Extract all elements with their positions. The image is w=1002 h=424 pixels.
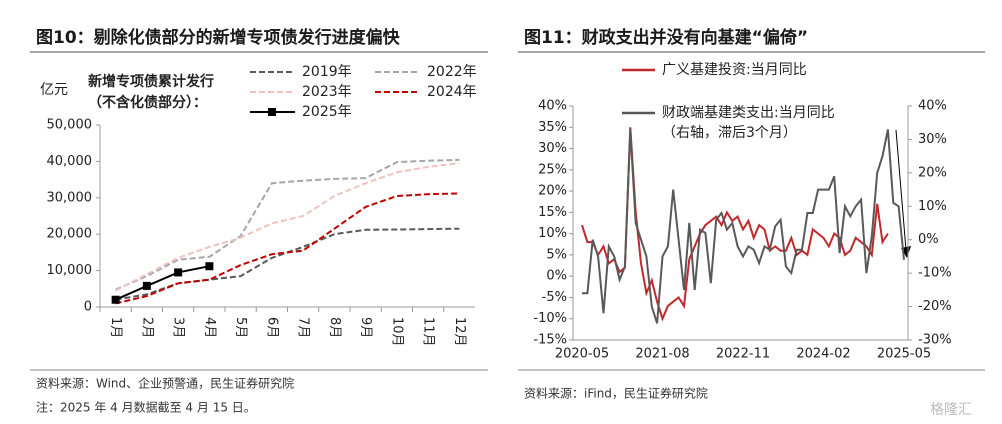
y-tick-label: 0%	[546, 269, 567, 284]
x-tick-label: 11月	[421, 317, 436, 347]
y-tick-label: -15%	[533, 333, 567, 348]
marker	[111, 295, 120, 304]
note: 注：2025 年 4 月数据截至 4 月 15 日。	[36, 400, 256, 415]
y2-tick-label: 40%	[918, 99, 947, 114]
legend-label: 2022年	[427, 64, 477, 80]
x-tick-label: 2021-08	[635, 347, 689, 362]
x-tick-label: 4月	[202, 317, 217, 338]
series-line	[115, 158, 460, 291]
source: 资料来源：iFind，民生证券研究院	[524, 386, 708, 401]
legend-label: 广义基建投资:当月同比	[662, 61, 807, 78]
annotation-arrow	[895, 129, 907, 251]
y-tick-label: 40,000	[47, 154, 93, 169]
legend-title: 新增专项债累计发行	[88, 73, 214, 90]
x-tick-label: 2025-05	[877, 347, 931, 362]
x-tick-label: 9月	[358, 317, 373, 338]
series-line	[115, 192, 460, 305]
legend-label: 2024年	[427, 84, 477, 100]
series-line	[115, 162, 460, 292]
y-tick-label: -5%	[542, 290, 567, 305]
marker	[142, 281, 151, 290]
y2-tick-label: 30%	[918, 132, 947, 147]
y2-tick-label: -20%	[918, 299, 952, 314]
legend-note: （右轴，滞后3个月）	[662, 125, 797, 141]
marker	[205, 262, 214, 271]
y-tick-label: 20%	[538, 184, 567, 199]
y-tick-label: 10,000	[47, 263, 93, 278]
source: 资料来源：Wind、企业预警通，民生证券研究院	[36, 376, 294, 391]
y-tick-label: 30,000	[47, 190, 93, 205]
x-tick-label: 12月	[452, 317, 467, 347]
x-tick-label: 8月	[327, 317, 342, 338]
y2-tick-label: 0%	[918, 232, 939, 247]
y2-tick-label: -10%	[918, 266, 952, 281]
x-tick-label: 2月	[139, 317, 154, 338]
y-tick-label: 20,000	[47, 227, 93, 242]
legend-marker	[268, 108, 276, 116]
y-tick-label: 0	[84, 300, 92, 315]
y-tick-label: -10%	[533, 311, 567, 326]
marker	[174, 268, 183, 277]
x-tick-label: 10月	[389, 317, 404, 347]
legend-label: 2023年	[302, 84, 352, 100]
y-tick-label: 40%	[538, 99, 567, 114]
y2-tick-label: 20%	[918, 165, 947, 180]
y-tick-label: 30%	[538, 141, 567, 156]
y2-tick-label: -30%	[918, 333, 952, 348]
y-tick-label: 10%	[538, 226, 567, 241]
series-line	[115, 265, 210, 301]
left-title: 图10：剔除化债部分的新增专项债发行进度偏快	[36, 27, 401, 48]
y-axis-label: 亿元	[40, 82, 68, 98]
x-tick-label: 7月	[296, 317, 311, 338]
y-tick-label: 25%	[538, 162, 567, 177]
x-tick-label: 2024-02	[796, 347, 850, 362]
x-tick-label: 2022-11	[716, 347, 770, 362]
legend-title: （不含化债部分）：	[88, 94, 207, 111]
x-tick-label: 1月	[108, 317, 123, 338]
x-tick-label: 5月	[233, 317, 248, 338]
legend-label: 2025年	[302, 104, 352, 120]
y2-tick-label: 10%	[918, 199, 947, 214]
legend-label: 2019年	[302, 64, 352, 80]
y-tick-label: 50,000	[47, 118, 93, 133]
legend-label: 财政端基建类支出:当月同比	[662, 104, 835, 121]
series-line	[581, 127, 889, 322]
x-tick-label: 3月	[171, 317, 186, 338]
y-tick-label: 5%	[546, 247, 567, 262]
watermark: 格隆汇	[930, 402, 972, 418]
x-tick-label: 2020-05	[555, 347, 609, 362]
right-title: 图11：财政支出并没有向基建“偏倚”	[524, 27, 808, 48]
y-tick-label: 35%	[538, 120, 567, 135]
x-tick-label: 6月	[264, 317, 279, 338]
series-line	[582, 129, 905, 324]
y-tick-label: 15%	[538, 205, 567, 220]
